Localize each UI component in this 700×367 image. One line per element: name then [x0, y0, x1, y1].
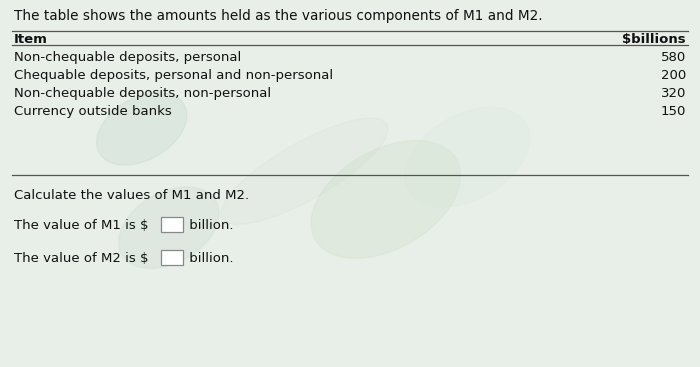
- Text: 200: 200: [661, 69, 686, 82]
- Text: Non-chequable deposits, non-personal: Non-chequable deposits, non-personal: [14, 87, 271, 100]
- Text: The value of M2 is $: The value of M2 is $: [14, 252, 148, 265]
- Text: 150: 150: [661, 105, 686, 118]
- Ellipse shape: [97, 92, 187, 165]
- Text: Non-chequable deposits, personal: Non-chequable deposits, personal: [14, 51, 241, 64]
- Text: $billions: $billions: [622, 33, 686, 46]
- Ellipse shape: [118, 187, 219, 269]
- Ellipse shape: [221, 118, 388, 224]
- Text: billion.: billion.: [185, 252, 234, 265]
- Text: Currency outside banks: Currency outside banks: [14, 105, 172, 118]
- Ellipse shape: [311, 141, 461, 258]
- Text: The table shows the amounts held as the various components of M1 and M2.: The table shows the amounts held as the …: [14, 9, 542, 23]
- Text: Item: Item: [14, 33, 48, 46]
- Ellipse shape: [405, 107, 530, 207]
- Text: Calculate the values of M1 and M2.: Calculate the values of M1 and M2.: [14, 189, 249, 202]
- Text: 580: 580: [661, 51, 686, 64]
- Text: billion.: billion.: [185, 219, 234, 232]
- Text: Chequable deposits, personal and non-personal: Chequable deposits, personal and non-per…: [14, 69, 333, 82]
- Text: The value of M1 is $: The value of M1 is $: [14, 219, 148, 232]
- Text: 320: 320: [661, 87, 686, 100]
